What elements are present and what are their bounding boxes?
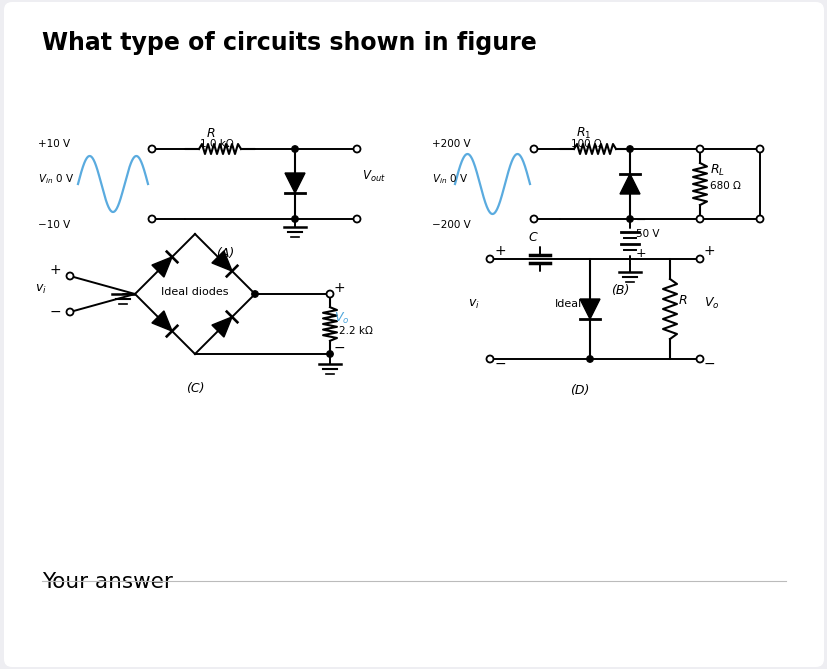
Text: −10 V: −10 V bbox=[38, 220, 70, 230]
Circle shape bbox=[530, 215, 537, 223]
Circle shape bbox=[696, 145, 703, 153]
Text: (C): (C) bbox=[185, 382, 204, 395]
Text: +: + bbox=[50, 263, 61, 277]
Text: $C$: $C$ bbox=[528, 231, 538, 244]
Polygon shape bbox=[212, 251, 232, 271]
Text: −: − bbox=[333, 341, 345, 355]
Circle shape bbox=[251, 291, 258, 297]
Text: $V_{in}$ 0 V: $V_{in}$ 0 V bbox=[38, 172, 74, 186]
Text: $R$: $R$ bbox=[206, 127, 215, 140]
Circle shape bbox=[486, 256, 493, 262]
Circle shape bbox=[291, 146, 298, 153]
Circle shape bbox=[148, 145, 155, 153]
Circle shape bbox=[353, 215, 360, 223]
Circle shape bbox=[756, 145, 762, 153]
Text: −: − bbox=[635, 214, 646, 227]
Text: Ideal: Ideal bbox=[554, 299, 581, 309]
Text: $V_{in}$ 0 V: $V_{in}$ 0 V bbox=[432, 172, 467, 186]
Circle shape bbox=[530, 145, 537, 153]
Polygon shape bbox=[619, 174, 639, 194]
Polygon shape bbox=[284, 173, 304, 193]
Text: −: − bbox=[703, 357, 715, 371]
Circle shape bbox=[696, 215, 703, 223]
Text: +: + bbox=[635, 247, 646, 260]
Circle shape bbox=[326, 290, 333, 298]
Text: (D): (D) bbox=[570, 384, 589, 397]
Text: 680 Ω: 680 Ω bbox=[709, 181, 740, 191]
Text: $V_o$: $V_o$ bbox=[703, 296, 719, 311]
Polygon shape bbox=[151, 257, 172, 277]
Text: (A): (A) bbox=[216, 247, 234, 260]
Text: 50 V: 50 V bbox=[635, 229, 658, 239]
Circle shape bbox=[626, 146, 633, 153]
Text: 100 Ω: 100 Ω bbox=[571, 139, 601, 149]
Circle shape bbox=[626, 216, 633, 222]
Text: −: − bbox=[50, 305, 61, 319]
Text: $V_{out}$: $V_{out}$ bbox=[361, 169, 385, 184]
Text: +200 V: +200 V bbox=[432, 139, 470, 149]
Text: +10 V: +10 V bbox=[38, 139, 70, 149]
Text: $V_o$: $V_o$ bbox=[333, 311, 349, 326]
Circle shape bbox=[696, 355, 703, 363]
Text: $v_i$: $v_i$ bbox=[467, 298, 479, 311]
Text: 1.0 kΩ: 1.0 kΩ bbox=[200, 139, 233, 149]
Text: (B): (B) bbox=[610, 284, 629, 297]
Text: −: − bbox=[495, 357, 506, 371]
Text: +: + bbox=[495, 244, 506, 258]
Text: $R_L$: $R_L$ bbox=[709, 163, 724, 178]
Text: +: + bbox=[333, 281, 345, 295]
Circle shape bbox=[148, 215, 155, 223]
Polygon shape bbox=[579, 299, 600, 319]
Text: What type of circuits shown in figure: What type of circuits shown in figure bbox=[42, 31, 536, 55]
FancyBboxPatch shape bbox=[4, 2, 823, 667]
Text: +: + bbox=[703, 244, 715, 258]
Circle shape bbox=[486, 355, 493, 363]
Circle shape bbox=[66, 272, 74, 280]
Text: −200 V: −200 V bbox=[432, 220, 471, 230]
Circle shape bbox=[353, 145, 360, 153]
Polygon shape bbox=[151, 311, 172, 331]
Text: Your answer: Your answer bbox=[42, 572, 173, 592]
Circle shape bbox=[756, 215, 762, 223]
Circle shape bbox=[696, 256, 703, 262]
Polygon shape bbox=[212, 317, 232, 337]
Text: $R_1$: $R_1$ bbox=[576, 126, 590, 141]
Circle shape bbox=[327, 351, 332, 357]
Text: Ideal diodes: Ideal diodes bbox=[161, 287, 228, 297]
Circle shape bbox=[291, 216, 298, 222]
Text: 2.2 kΩ: 2.2 kΩ bbox=[338, 326, 372, 336]
Circle shape bbox=[586, 356, 592, 362]
Text: $R$: $R$ bbox=[677, 294, 686, 307]
Circle shape bbox=[66, 308, 74, 316]
Text: $v_i$: $v_i$ bbox=[35, 283, 47, 296]
